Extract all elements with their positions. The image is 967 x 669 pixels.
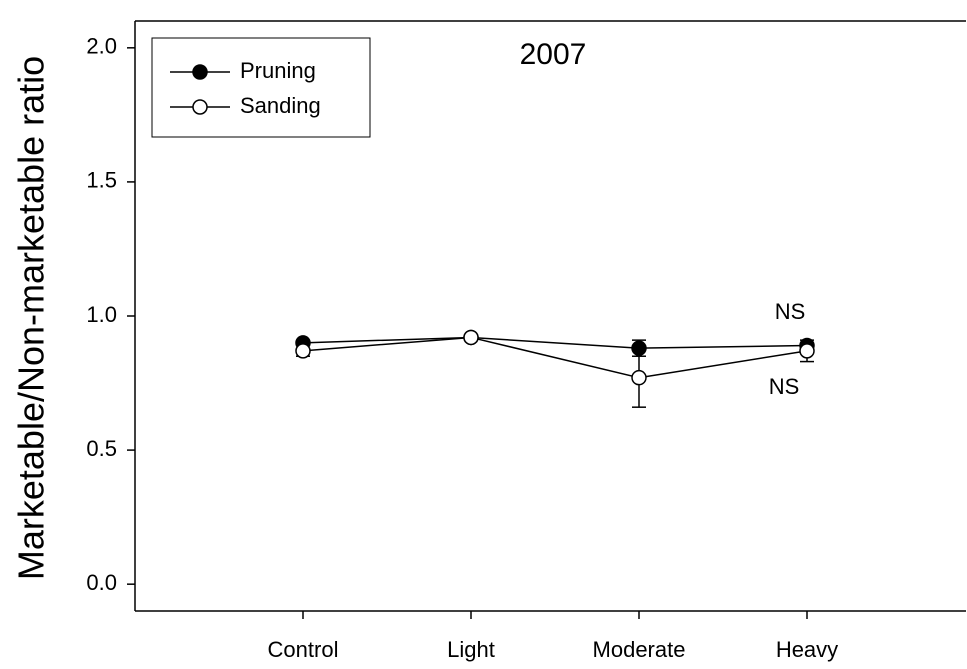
series-line — [302, 336, 808, 349]
x-tick-label: Light — [447, 637, 495, 662]
legend-marker — [192, 99, 208, 115]
x-tick-label: Heavy — [776, 637, 838, 662]
legend-box — [151, 37, 371, 138]
annotation: NS — [769, 374, 800, 399]
legend-label: Sanding — [240, 93, 321, 118]
x-tick-label: Moderate — [593, 637, 686, 662]
legend-label: Pruning — [240, 58, 316, 83]
marker — [799, 343, 815, 359]
marker — [463, 329, 479, 346]
y-tick-label: 0.0 — [86, 570, 117, 595]
x-tick-label: Control — [268, 637, 339, 662]
y-tick-label: 0.5 — [86, 436, 117, 461]
legend-marker — [192, 64, 208, 80]
y-tick-label: 2.0 — [86, 34, 117, 59]
chart-title: 2007 — [520, 38, 587, 71]
marker — [631, 369, 647, 386]
series-line — [302, 336, 808, 379]
annotation: NS — [775, 299, 806, 324]
y-tick-label: 1.0 — [86, 302, 117, 327]
marker — [295, 343, 311, 359]
y-tick-label: 1.5 — [86, 168, 117, 193]
y-axis-label: Marketable/Non-marketable ratio — [11, 56, 52, 580]
